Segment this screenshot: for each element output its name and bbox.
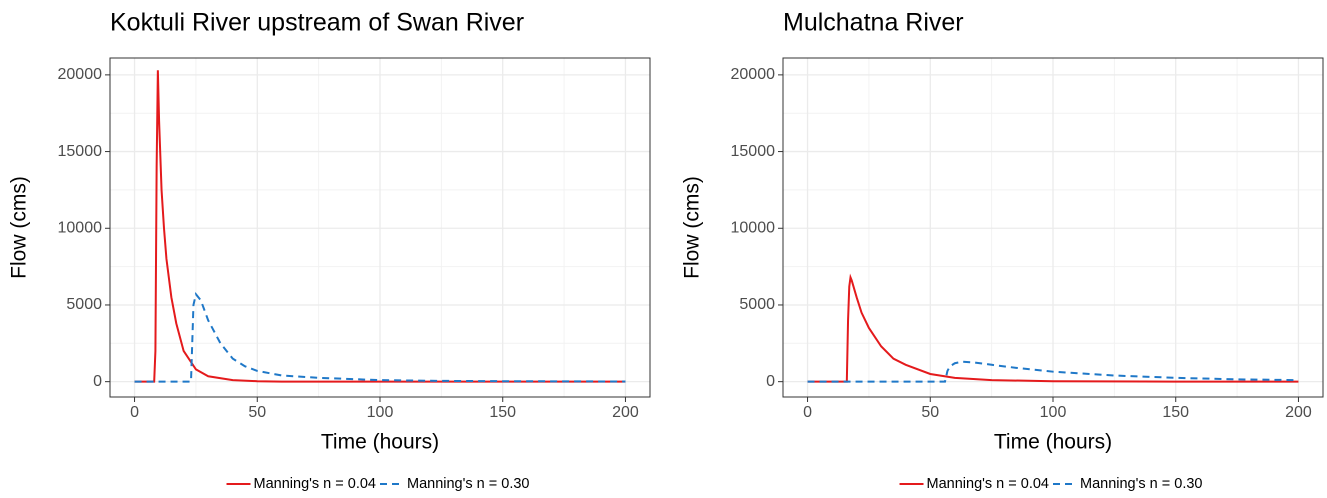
- legend-label: Manning's n = 0.30: [1080, 476, 1202, 492]
- x-tick-label: 200: [612, 404, 639, 421]
- x-tick-label: 100: [367, 404, 394, 421]
- x-tick-label: 0: [803, 404, 812, 421]
- series-line: [807, 360, 1299, 383]
- series-line: [134, 70, 626, 383]
- y-tick-label: 5000: [739, 296, 775, 313]
- x-tick-label: 100: [1040, 404, 1067, 421]
- legend-label: Manning's n = 0.04: [254, 476, 376, 492]
- x-tick-label: 150: [489, 404, 516, 421]
- panel: Koktuli River upstream of Swan River 0 50 1…: [8, 9, 651, 492]
- chart-title: Koktuli River upstream of Swan River: [110, 9, 524, 37]
- y-tick-label: 0: [93, 373, 102, 390]
- x-axis-title: Time (hours): [994, 431, 1112, 454]
- series-line: [134, 291, 626, 383]
- y-tick-label: 15000: [731, 143, 776, 160]
- series-line: [807, 273, 1299, 383]
- x-tick-label: 50: [921, 404, 939, 421]
- plot-border: [109, 57, 651, 398]
- panel: Mulchatna River 0 50 100 150 200 0 5000 10000 150…: [681, 9, 1324, 492]
- y-axis-title: Flow (cms): [8, 176, 31, 279]
- x-tick-label: 150: [1162, 404, 1189, 421]
- y-tick-label: 5000: [66, 296, 102, 313]
- y-tick-label: 10000: [731, 219, 776, 236]
- chart-title: Mulchatna River: [783, 9, 964, 37]
- y-tick-label: 10000: [58, 219, 103, 236]
- x-tick-label: 50: [248, 404, 266, 421]
- legend-label: Manning's n = 0.04: [927, 476, 1049, 492]
- legend: Manning's n = 0.04 Manning's n = 0.30: [899, 476, 1202, 492]
- y-tick-label: 15000: [58, 143, 103, 160]
- legend: Manning's n = 0.04 Manning's n = 0.30: [226, 476, 529, 492]
- plot-border: [782, 57, 1324, 398]
- x-axis-title: Time (hours): [321, 431, 439, 454]
- y-tick-label: 0: [766, 373, 775, 390]
- y-tick-label: 20000: [731, 66, 776, 83]
- x-tick-label: 200: [1285, 404, 1312, 421]
- y-axis-title: Flow (cms): [681, 176, 704, 279]
- x-tick-label: 0: [130, 404, 139, 421]
- y-tick-label: 20000: [58, 66, 103, 83]
- legend-label: Manning's n = 0.30: [407, 476, 529, 492]
